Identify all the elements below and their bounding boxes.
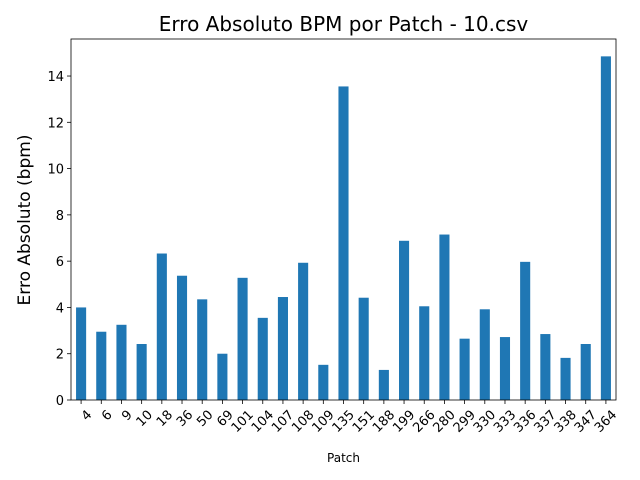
x-axis-ticks: 4 6 91018365069101104107108109135151188199…: [79, 400, 620, 436]
bar-69: [217, 353, 228, 400]
bar-347: [580, 344, 591, 400]
bar-280: [439, 234, 450, 400]
x-tick-label: 6: [99, 408, 115, 424]
bar-36: [176, 275, 188, 400]
y-tick-label: 6: [56, 255, 64, 270]
x-tick-label: 50: [194, 408, 216, 430]
x-tick-label: 364: [592, 408, 620, 436]
chart-title: Erro Absoluto BPM por Patch - 10.csv: [159, 12, 529, 36]
y-tick-label: 10: [47, 163, 64, 178]
bar-101: [237, 277, 248, 400]
y-axis-ticks: 0 2 4 6 8 10 12 14: [47, 70, 71, 409]
bar-50: [197, 299, 208, 400]
axes-border: [70, 38, 617, 401]
x-tick-label: 10: [134, 408, 156, 430]
bar-199: [399, 240, 410, 400]
x-tick-label: 36: [174, 408, 196, 430]
bar-336: [520, 261, 531, 400]
bar-364: [600, 56, 611, 401]
y-tick-label: 4: [56, 301, 64, 316]
y-tick-label: 14: [47, 70, 64, 85]
bar-107: [277, 297, 288, 400]
y-tick-label: 2: [56, 348, 64, 363]
bar-4: [76, 307, 87, 400]
x-tick-label: 18: [154, 408, 176, 430]
bar-108: [298, 262, 309, 400]
bar-266: [419, 306, 430, 400]
bars-group: [76, 56, 611, 401]
y-tick-label: 12: [47, 116, 64, 131]
y-axis-label: Erro Absoluto (bpm): [15, 135, 35, 306]
axes-frame: [70, 38, 617, 401]
bar-6: [96, 331, 107, 400]
x-tick-label: 9: [119, 408, 135, 424]
bar-338: [560, 357, 571, 400]
x-axis-label: Patch: [327, 451, 360, 465]
bar-330: [479, 309, 490, 400]
bar-135: [338, 86, 349, 400]
y-tick-label: 0: [56, 394, 64, 409]
bar-10: [136, 344, 147, 400]
bar-104: [257, 317, 268, 400]
bar-188: [378, 369, 389, 400]
bar-337: [540, 334, 551, 400]
x-tick-label: 4: [79, 408, 95, 424]
bar-18: [156, 253, 167, 400]
y-tick-label: 8: [56, 209, 64, 224]
bar-9: [116, 324, 127, 400]
bar-299: [459, 338, 470, 400]
bar-109: [318, 364, 329, 400]
bar-333: [499, 337, 511, 400]
bar-151: [358, 297, 369, 400]
